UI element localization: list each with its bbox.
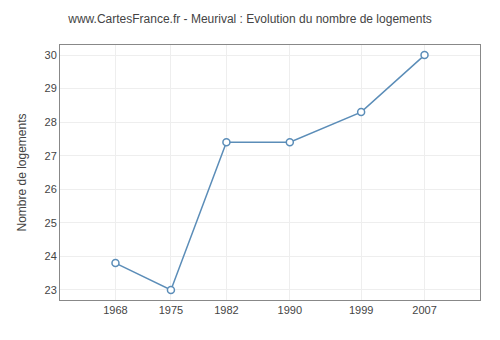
- svg-text:Nombre de logements: Nombre de logements: [15, 113, 29, 231]
- svg-text:29: 29: [45, 82, 57, 94]
- svg-text:1982: 1982: [214, 304, 238, 316]
- svg-text:www.CartesFrance.fr - Meurival: www.CartesFrance.fr - Meurival : Evoluti…: [67, 12, 432, 26]
- svg-text:23: 23: [45, 284, 57, 296]
- svg-text:24: 24: [45, 250, 57, 262]
- svg-text:27: 27: [45, 150, 57, 162]
- svg-text:30: 30: [45, 49, 57, 61]
- svg-text:1975: 1975: [159, 304, 183, 316]
- svg-text:28: 28: [45, 116, 57, 128]
- svg-text:1999: 1999: [349, 304, 373, 316]
- svg-text:1990: 1990: [278, 304, 302, 316]
- svg-text:25: 25: [45, 217, 57, 229]
- svg-text:26: 26: [45, 183, 57, 195]
- svg-text:2007: 2007: [412, 304, 436, 316]
- svg-text:1968: 1968: [103, 304, 127, 316]
